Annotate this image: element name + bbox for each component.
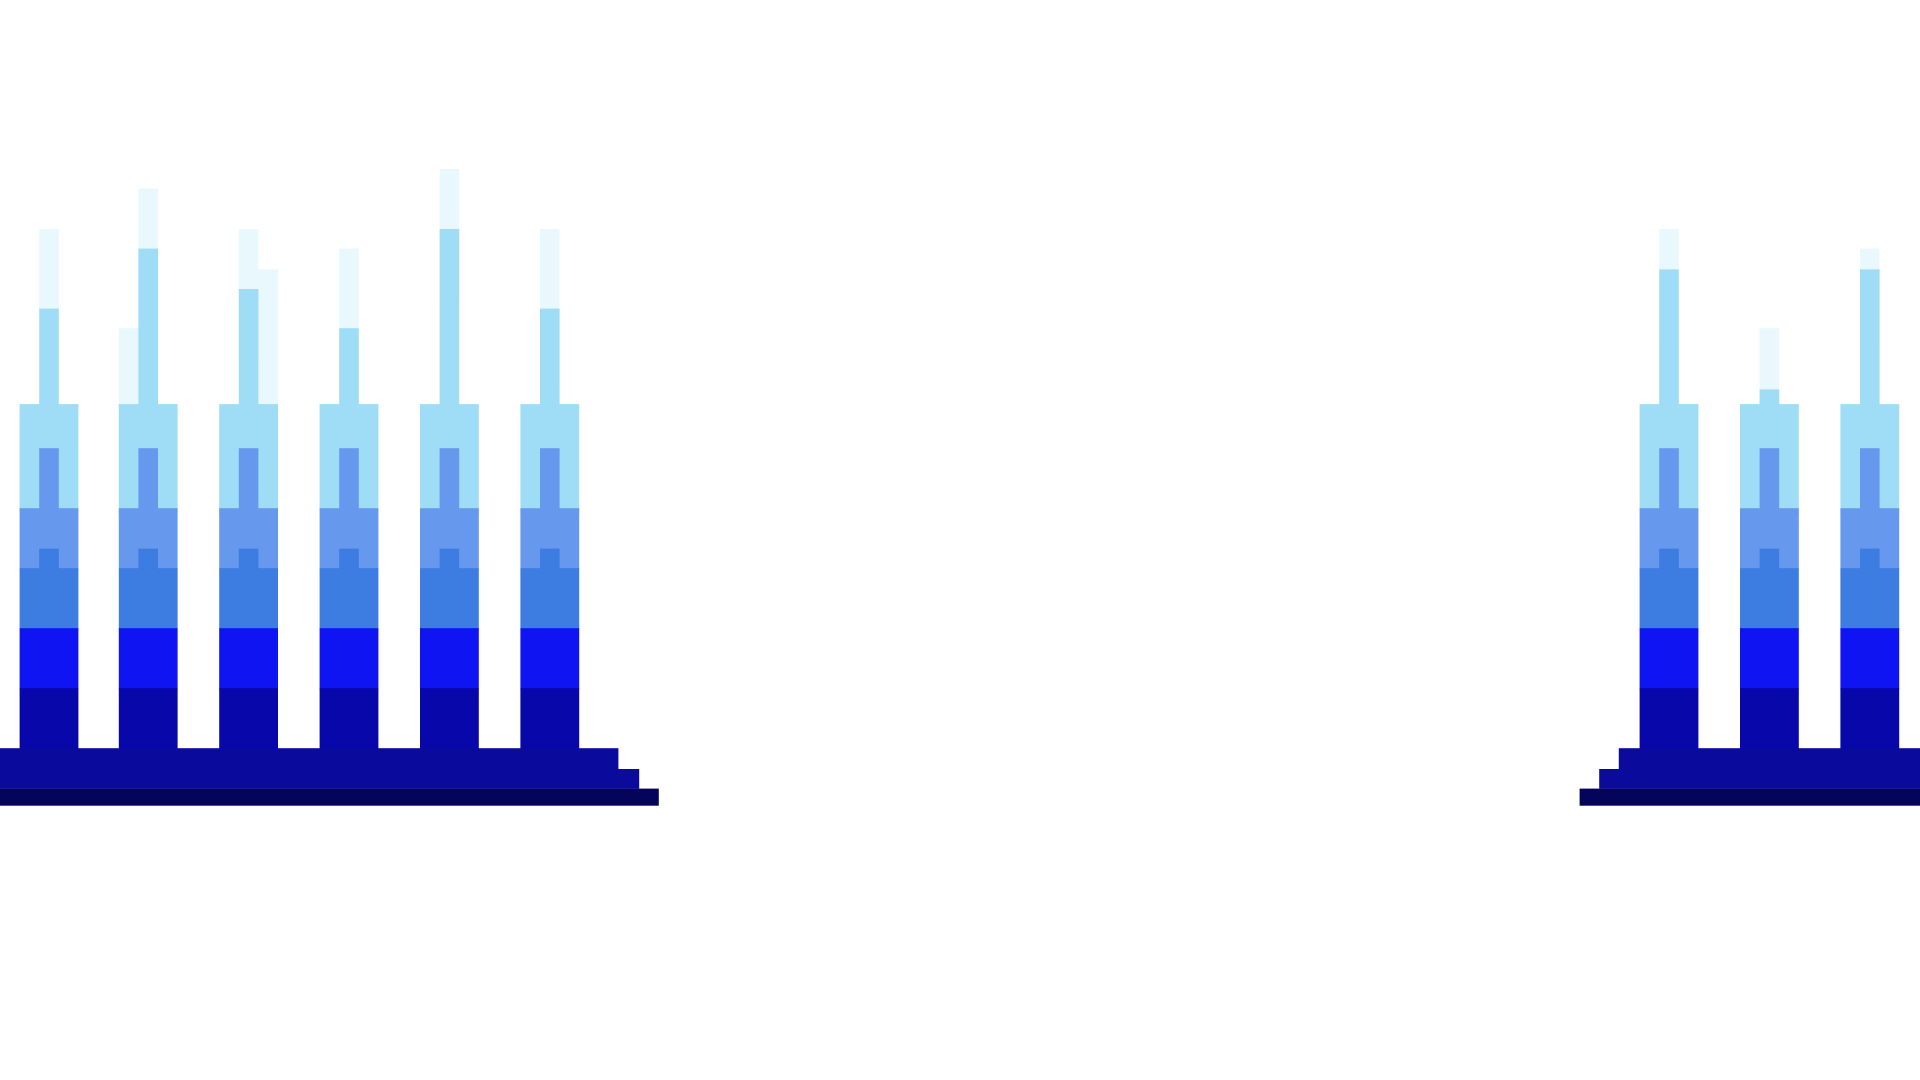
bar-mid-cap [138, 448, 158, 510]
bar-mid-dark [19, 568, 79, 630]
base-top [0, 748, 619, 769]
bar-mid-cap [439, 448, 460, 510]
bar-bright [520, 628, 580, 690]
bar-mid-dark [520, 568, 580, 630]
bar-bright [118, 628, 178, 690]
bar-tower [520, 229, 580, 750]
bar-light [138, 248, 158, 454]
bar-mid-dark [319, 568, 379, 630]
bar-tower [420, 169, 479, 750]
bar-dark [1639, 688, 1699, 750]
bar-mid-notch [1860, 548, 1880, 571]
bar-mid-notch [1659, 548, 1679, 571]
base-bottom [0, 769, 640, 789]
bar-bright [319, 628, 379, 690]
bar-tower [319, 248, 379, 750]
bar-mid-notch [238, 548, 259, 571]
bar-mid-notch [1759, 548, 1780, 571]
bar-mid-notch [540, 548, 560, 571]
bar-mid-cap [39, 448, 59, 510]
bar-bright [1740, 628, 1799, 690]
bar-mid-cap [540, 448, 560, 510]
bar-tower [219, 229, 278, 750]
bar-bright [219, 628, 278, 690]
bar-tower [1639, 229, 1699, 750]
right-bar-cluster [1579, 229, 1920, 806]
left-bar-cluster [0, 169, 659, 806]
bar-dark [520, 688, 580, 750]
bar-light [439, 229, 460, 454]
bar-mid-cap [238, 448, 259, 510]
bar-bright [19, 628, 79, 690]
base-top [1618, 748, 1920, 769]
bar-dark [118, 688, 178, 750]
bar-bright [1840, 628, 1900, 690]
bar-mid-dark [1840, 568, 1900, 630]
base-shadow [0, 788, 659, 806]
bar-mid-dark [420, 568, 479, 630]
base-bottom [1599, 769, 1920, 789]
bar-dark [1840, 688, 1900, 750]
bar-bright [1639, 628, 1699, 690]
bar-mid-cap [1860, 448, 1880, 510]
bar-dark [420, 688, 479, 750]
bar-mid-notch [339, 548, 359, 571]
bar-mid-cap [1659, 448, 1679, 510]
bar-tower [1740, 328, 1799, 750]
bar-tower [19, 229, 79, 750]
bar-mid-notch [39, 548, 59, 571]
bar-dark [319, 688, 379, 750]
bar-mid-dark [219, 568, 278, 630]
bar-mid-cap [339, 448, 359, 510]
bar-tower [118, 188, 178, 750]
bar-dark [19, 688, 79, 750]
bar-mid-dark [1639, 568, 1699, 630]
bar-mid-notch [138, 548, 158, 571]
bar-mid-notch [439, 548, 460, 571]
base-shadow [1579, 788, 1920, 806]
bar-mid-cap [1759, 448, 1780, 510]
bar-dark [219, 688, 278, 750]
bar-tower [1840, 248, 1900, 750]
bar-mid-dark [118, 568, 178, 630]
bar-bright [420, 628, 479, 690]
bar-dark [1740, 688, 1799, 750]
bar-mid-dark [1740, 568, 1799, 630]
